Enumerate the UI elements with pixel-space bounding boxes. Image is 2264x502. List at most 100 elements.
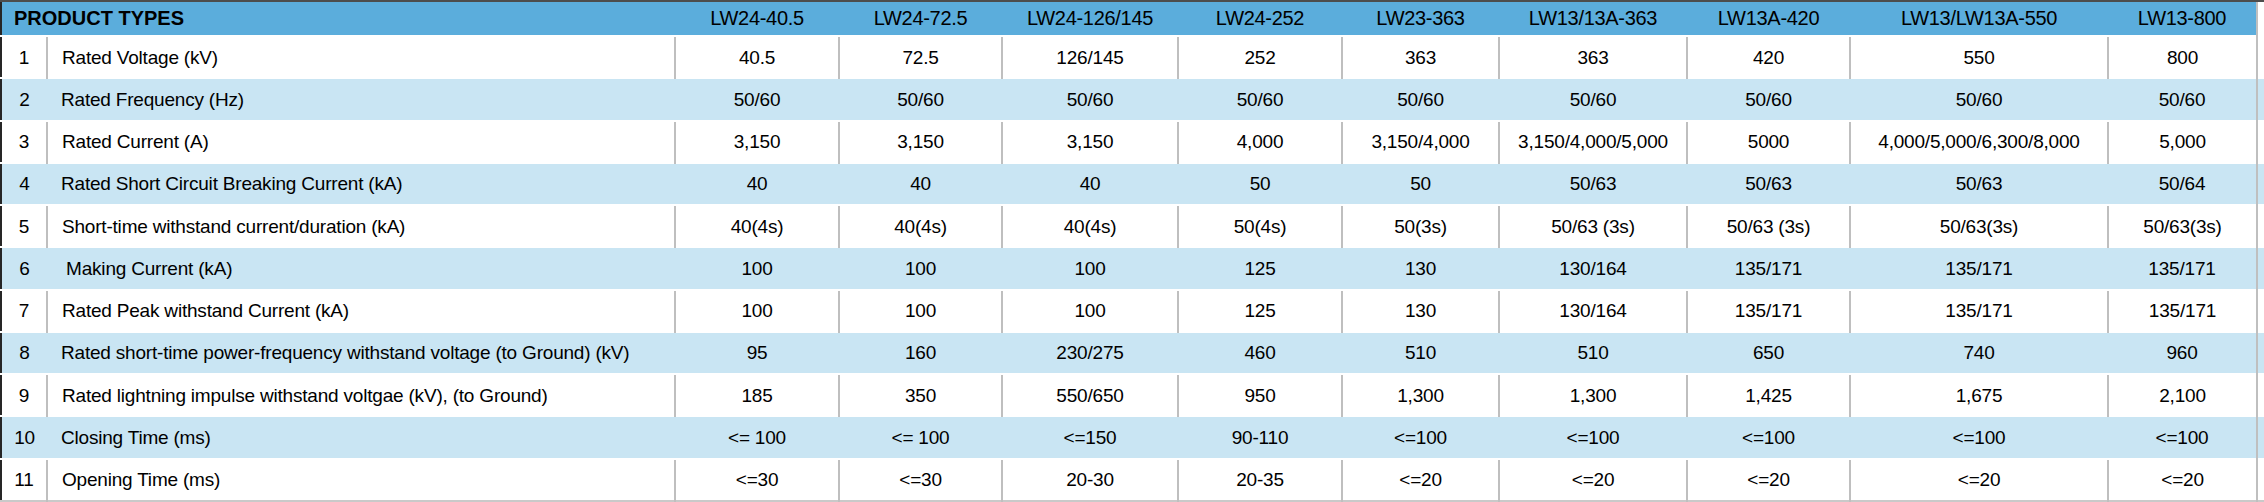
value-cell: 100	[839, 290, 1002, 332]
row-number: 6	[1, 247, 47, 289]
value-cell: 20-30	[1002, 459, 1178, 501]
row-label: Closing Time (ms)	[47, 416, 675, 458]
table-row: 11Opening Time (ms)<=30<=3020-3020-35<=2…	[1, 459, 2264, 501]
value-cell: 135/171	[1850, 247, 2108, 289]
value-cell: 50/63 (3s)	[1687, 205, 1850, 247]
row-label: Rated Frequency (Hz)	[47, 78, 675, 120]
table-row: 5Short-time withstand current/duration (…	[1, 205, 2264, 247]
row-number: 5	[1, 205, 47, 247]
row-sliver	[2257, 205, 2264, 247]
value-cell: 800	[2108, 36, 2257, 78]
value-cell: 135/171	[2108, 247, 2257, 289]
value-cell: 130/164	[1499, 247, 1687, 289]
value-cell: 50/63	[1499, 163, 1687, 205]
value-cell: 50/63(3s)	[2108, 205, 2257, 247]
value-cell: 50/60	[1002, 78, 1178, 120]
value-cell: 50(4s)	[1178, 205, 1342, 247]
value-cell: 50/63 (3s)	[1499, 205, 1687, 247]
value-cell: <=20	[1850, 459, 2108, 501]
value-cell: <=100	[2108, 416, 2257, 458]
value-cell: 50/63	[1687, 163, 1850, 205]
table-row: 9Rated lightning impulse withstand voltg…	[1, 374, 2264, 416]
column-header: LW24-72.5	[839, 1, 1002, 36]
value-cell: 1,425	[1687, 374, 1850, 416]
header-row: PRODUCT TYPES LW24-40.5LW24-72.5LW24-126…	[1, 1, 2264, 36]
value-cell: <=30	[675, 459, 839, 501]
row-number: 10	[1, 416, 47, 458]
value-cell: 3,150	[1002, 121, 1178, 163]
value-cell: 50	[1178, 163, 1342, 205]
value-cell: 40	[675, 163, 839, 205]
row-label: Rated short-time power-frequency withsta…	[47, 332, 675, 374]
column-header: LW24-252	[1178, 1, 1342, 36]
column-header: LW13/13A-363	[1499, 1, 1687, 36]
row-label: Rated Short Circuit Breaking Current (kA…	[47, 163, 675, 205]
table-row: 8Rated short-time power-frequency withst…	[1, 332, 2264, 374]
row-label: Short-time withstand current/duration (k…	[47, 205, 675, 247]
value-cell: 50/64	[2108, 163, 2257, 205]
value-cell: 40.5	[675, 36, 839, 78]
row-number: 9	[1, 374, 47, 416]
value-cell: 50/60	[2108, 78, 2257, 120]
value-cell: 5,000	[2108, 121, 2257, 163]
row-sliver	[2257, 374, 2264, 416]
value-cell: 650	[1687, 332, 1850, 374]
row-number: 1	[1, 36, 47, 78]
row-sliver	[2257, 290, 2264, 332]
value-cell: 50/60	[675, 78, 839, 120]
table-row: 1Rated Voltage (kV)40.572.5126/145252363…	[1, 36, 2264, 78]
value-cell: 3,150/4,000/5,000	[1499, 121, 1687, 163]
value-cell: 960	[2108, 332, 2257, 374]
value-cell: 950	[1178, 374, 1342, 416]
product-spec-table: PRODUCT TYPES LW24-40.5LW24-72.5LW24-126…	[0, 0, 2264, 502]
value-cell: 125	[1178, 290, 1342, 332]
column-header: LW24-40.5	[675, 1, 839, 36]
value-cell: 230/275	[1002, 332, 1178, 374]
value-cell: 50/60	[1178, 78, 1342, 120]
value-cell: 135/171	[1850, 290, 2108, 332]
row-label: Opening Time (ms)	[47, 459, 675, 501]
table-row: 3Rated Current (A)3,1503,1503,1504,0003,…	[1, 121, 2264, 163]
value-cell: 125	[1178, 247, 1342, 289]
row-label: Rated Current (A)	[47, 121, 675, 163]
value-cell: 50/60	[1499, 78, 1687, 120]
value-cell: <=30	[839, 459, 1002, 501]
value-cell: 50/60	[1687, 78, 1850, 120]
value-cell: 1,675	[1850, 374, 2108, 416]
row-number: 3	[1, 121, 47, 163]
value-cell: 1,300	[1499, 374, 1687, 416]
value-cell: <=20	[1499, 459, 1687, 501]
row-sliver	[2257, 163, 2264, 205]
row-label: Rated lightning impulse withstand voltga…	[47, 374, 675, 416]
value-cell: 4,000	[1178, 121, 1342, 163]
value-cell: <=20	[2108, 459, 2257, 501]
table-row: 6 Making Current (kA)100100100125130130/…	[1, 247, 2264, 289]
row-sliver	[2257, 78, 2264, 120]
value-cell: 100	[839, 247, 1002, 289]
column-header: LW23-363	[1342, 1, 1499, 36]
value-cell: <=100	[1687, 416, 1850, 458]
value-cell: 50/63(3s)	[1850, 205, 2108, 247]
value-cell: 3,150	[675, 121, 839, 163]
row-label: Rated Voltage (kV)	[47, 36, 675, 78]
value-cell: 50	[1342, 163, 1499, 205]
value-cell: <= 100	[839, 416, 1002, 458]
row-number: 8	[1, 332, 47, 374]
value-cell: 40(4s)	[675, 205, 839, 247]
value-cell: 50(3s)	[1342, 205, 1499, 247]
value-cell: <= 100	[675, 416, 839, 458]
table-row: 2Rated Frequency (Hz)50/6050/6050/6050/6…	[1, 78, 2264, 120]
value-cell: 130/164	[1499, 290, 1687, 332]
value-cell: 3,150	[839, 121, 1002, 163]
value-cell: <=20	[1342, 459, 1499, 501]
value-cell: 20-35	[1178, 459, 1342, 501]
value-cell: 50/63	[1850, 163, 2108, 205]
value-cell: 363	[1342, 36, 1499, 78]
value-cell: 740	[1850, 332, 2108, 374]
row-sliver	[2257, 459, 2264, 501]
value-cell: 5000	[1687, 121, 1850, 163]
value-cell: 1,300	[1342, 374, 1499, 416]
value-cell: 40(4s)	[839, 205, 1002, 247]
table-row: 7Rated Peak withstand Current (kA)100100…	[1, 290, 2264, 332]
row-number: 7	[1, 290, 47, 332]
